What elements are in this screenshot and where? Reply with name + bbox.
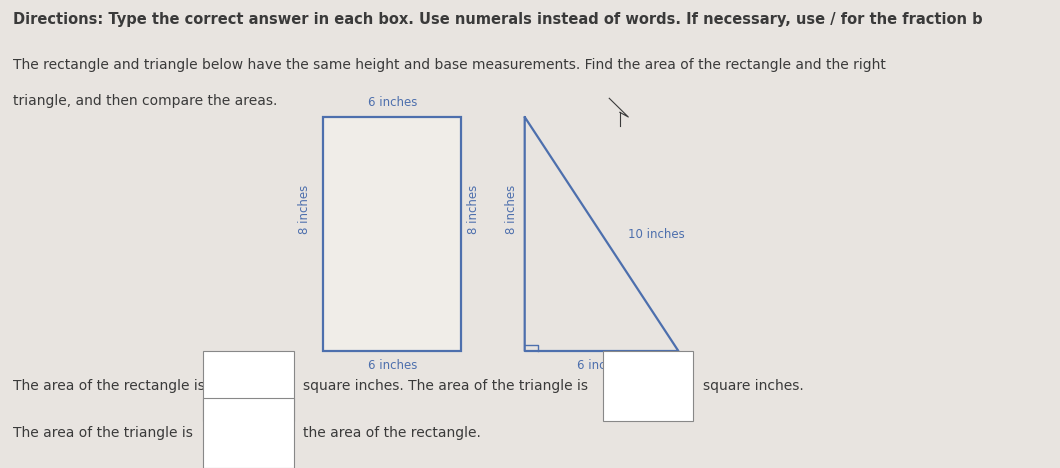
Text: 8 inches: 8 inches: [298, 185, 311, 234]
Text: 10 inches: 10 inches: [628, 227, 685, 241]
Text: 6 inches: 6 inches: [368, 95, 417, 109]
Text: triangle, and then compare the areas.: triangle, and then compare the areas.: [13, 94, 277, 108]
Text: 8 inches: 8 inches: [467, 185, 480, 234]
Text: the area of the rectangle.: the area of the rectangle.: [303, 426, 481, 440]
Text: The rectangle and triangle below have the same height and base measurements. Fin: The rectangle and triangle below have th…: [13, 58, 885, 73]
Text: square inches.: square inches.: [703, 379, 803, 393]
Text: square inches. The area of the triangle is: square inches. The area of the triangle …: [303, 379, 588, 393]
Text: 6 inches: 6 inches: [577, 359, 626, 373]
Bar: [0, 365, 1060, 468]
Bar: [323, 117, 461, 351]
Text: The area of the rectangle is: The area of the rectangle is: [13, 379, 205, 393]
Text: 6 inches: 6 inches: [368, 359, 417, 373]
Text: Directions: Type the correct answer in each box. Use numerals instead of words. : Directions: Type the correct answer in e…: [13, 12, 983, 27]
Text: The area of the triangle is: The area of the triangle is: [13, 426, 193, 440]
Text: 8 inches: 8 inches: [506, 185, 518, 234]
